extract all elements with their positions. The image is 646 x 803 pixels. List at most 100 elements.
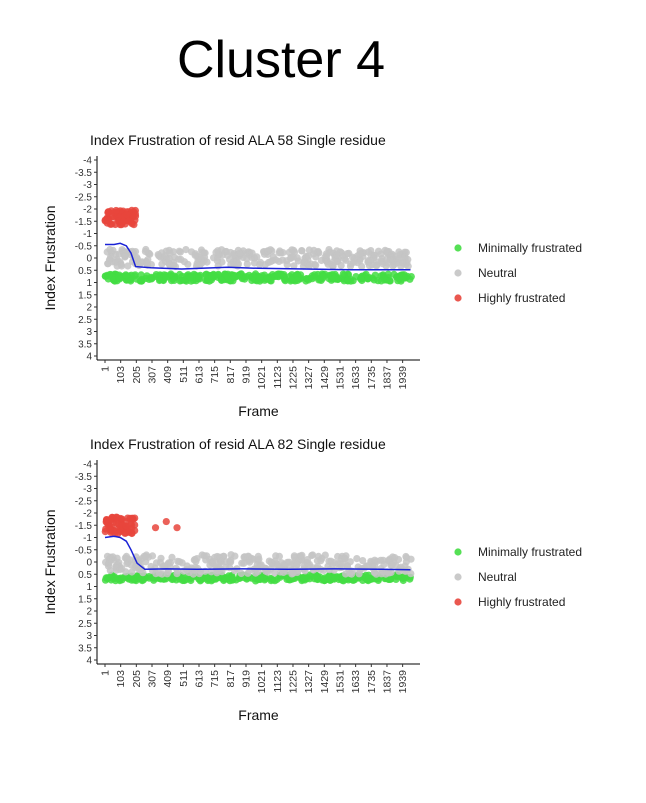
data-point bbox=[237, 569, 245, 578]
data-point bbox=[324, 260, 332, 268]
data-point bbox=[390, 270, 398, 278]
data-point bbox=[176, 277, 184, 285]
data-point bbox=[341, 554, 349, 563]
data-point bbox=[293, 270, 301, 278]
data-point bbox=[186, 273, 194, 281]
x-tick-label: 1021 bbox=[256, 366, 268, 390]
data-point bbox=[333, 251, 341, 259]
data-point bbox=[260, 250, 269, 258]
data-point bbox=[356, 250, 364, 258]
data-point bbox=[364, 257, 372, 265]
data-point bbox=[179, 576, 187, 585]
y-tick-label: 3.5 bbox=[78, 643, 92, 654]
data-point bbox=[217, 558, 225, 566]
data-point bbox=[342, 256, 350, 264]
x-tick-label: 511 bbox=[178, 670, 190, 687]
data-point bbox=[173, 524, 181, 532]
data-point bbox=[194, 564, 202, 572]
data-point bbox=[345, 249, 353, 257]
data-point bbox=[105, 217, 113, 225]
data-point bbox=[176, 270, 184, 279]
data-point bbox=[386, 256, 394, 264]
x-tick-label: 1327 bbox=[303, 670, 315, 694]
x-tick-label: 1939 bbox=[397, 670, 409, 694]
x-tick-label: 1735 bbox=[366, 366, 378, 390]
data-point bbox=[293, 561, 301, 569]
page-title: Cluster 4 bbox=[176, 31, 386, 89]
x-tick-label: 715 bbox=[209, 670, 221, 688]
y-tick-label: 0.5 bbox=[78, 266, 92, 277]
data-point bbox=[222, 575, 230, 583]
y-tick-label: 0 bbox=[86, 254, 92, 265]
legend-label: Neutral bbox=[478, 570, 517, 584]
data-point bbox=[172, 564, 180, 572]
data-point bbox=[321, 551, 329, 559]
data-point bbox=[122, 271, 130, 279]
data-point bbox=[355, 570, 363, 578]
y-tick-label: -1 bbox=[83, 533, 92, 544]
data-point bbox=[334, 552, 342, 561]
data-point bbox=[184, 260, 192, 268]
data-point bbox=[171, 253, 179, 262]
data-point bbox=[263, 274, 271, 282]
data-point bbox=[211, 574, 219, 582]
smooth-line bbox=[105, 242, 411, 271]
data-point bbox=[372, 262, 380, 270]
data-point bbox=[213, 257, 221, 265]
data-point bbox=[112, 519, 120, 527]
data-point bbox=[152, 570, 160, 578]
data-point bbox=[313, 557, 321, 565]
data-point bbox=[320, 272, 328, 280]
x-tick-label: 817 bbox=[225, 670, 237, 688]
data-point bbox=[404, 262, 412, 270]
x-tick-label: 409 bbox=[162, 670, 174, 688]
data-point bbox=[339, 270, 347, 278]
data-point bbox=[206, 561, 214, 569]
data-point bbox=[248, 249, 256, 257]
data-point bbox=[137, 575, 145, 583]
data-point bbox=[371, 562, 379, 570]
x-axis-label: Frame bbox=[238, 403, 279, 419]
legend-marker bbox=[454, 548, 462, 556]
data-point bbox=[152, 559, 161, 567]
data-point bbox=[406, 575, 414, 583]
data-point bbox=[131, 271, 139, 279]
data-point bbox=[123, 555, 131, 563]
data-point bbox=[105, 555, 113, 563]
y-tick-label: -3 bbox=[83, 180, 92, 191]
chart-ala58-svg: Index Frustration of resid ALA 58 Single… bbox=[42, 132, 582, 419]
data-point bbox=[256, 258, 265, 266]
x-tick-label: 1837 bbox=[381, 670, 393, 694]
y-tick-label: 2.5 bbox=[78, 619, 92, 630]
data-point bbox=[112, 250, 120, 259]
data-point bbox=[339, 577, 347, 585]
data-point bbox=[202, 271, 210, 279]
series-neutral bbox=[103, 245, 412, 271]
data-point bbox=[167, 270, 175, 278]
data-point bbox=[371, 271, 379, 279]
data-point bbox=[162, 517, 170, 526]
data-point bbox=[128, 514, 136, 522]
data-point bbox=[164, 568, 172, 576]
y-tick-label: -1.5 bbox=[75, 217, 93, 228]
data-point bbox=[214, 270, 222, 278]
legend-label: Minimally frustrated bbox=[478, 545, 582, 559]
data-point bbox=[371, 251, 379, 259]
data-point bbox=[290, 262, 298, 270]
data-point bbox=[106, 246, 114, 254]
data-point bbox=[330, 559, 338, 567]
data-point bbox=[390, 261, 398, 269]
x-tick-label: 511 bbox=[178, 366, 190, 383]
legend-marker bbox=[454, 573, 462, 581]
data-point bbox=[271, 569, 279, 577]
legend-marker bbox=[454, 294, 462, 302]
data-point bbox=[331, 574, 339, 582]
data-point bbox=[281, 277, 289, 285]
data-point bbox=[377, 272, 385, 280]
data-point bbox=[112, 513, 120, 521]
legend-marker bbox=[454, 244, 462, 252]
chart-panel-ala58: Index Frustration of resid ALA 58 Single… bbox=[0, 128, 646, 428]
data-point bbox=[371, 556, 379, 564]
legend-label: Neutral bbox=[478, 266, 517, 280]
y-tick-label: -2.5 bbox=[75, 192, 93, 203]
